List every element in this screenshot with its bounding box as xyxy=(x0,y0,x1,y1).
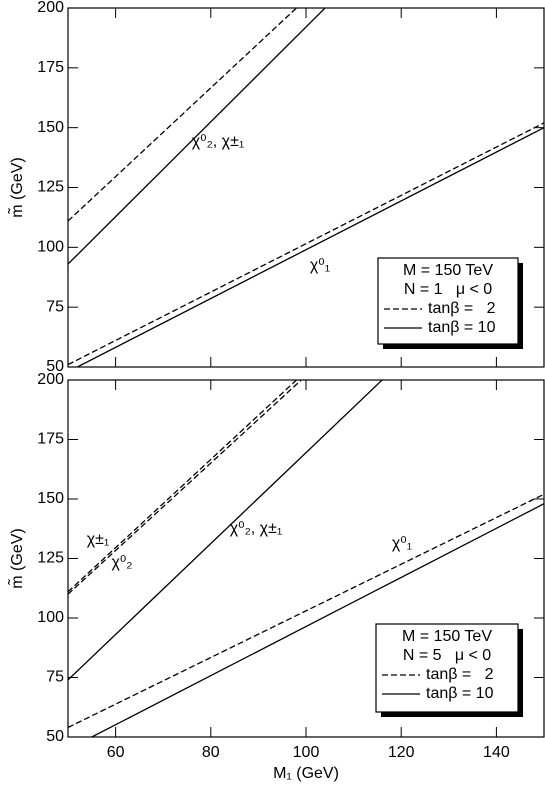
x-tick-label: 80 xyxy=(202,744,220,761)
annotation: χ⁰₁ xyxy=(310,257,330,274)
line-series xyxy=(68,8,544,367)
x-axis-label: M₁ (GeV) xyxy=(273,765,339,782)
x-tick-label: 100 xyxy=(293,744,320,761)
y-tick-label: 125 xyxy=(37,550,64,567)
legend-label: tanβ = 2 xyxy=(426,666,494,683)
y-tick-label: 50 xyxy=(46,358,64,375)
legend-title: N = 1 μ < 0 xyxy=(404,281,492,298)
line-series xyxy=(68,380,544,737)
legend-label: tanβ = 10 xyxy=(428,319,496,336)
legend-label: tanβ = 2 xyxy=(428,300,496,317)
y-tick-label: 100 xyxy=(37,239,64,256)
y-tick-label: 100 xyxy=(37,609,64,626)
y-tick-label: 150 xyxy=(37,119,64,136)
y-tick-label: 125 xyxy=(37,179,64,196)
y-axis-label: m̃ (GeV) xyxy=(7,157,27,217)
y-tick-label: 50 xyxy=(46,728,64,745)
y-tick-label: 200 xyxy=(37,371,64,388)
y-tick-label: 150 xyxy=(37,490,64,507)
plot-area xyxy=(68,380,544,737)
line-series xyxy=(68,380,544,729)
annotation: χ⁰₂, χ±₁ xyxy=(192,133,245,150)
x-tick-label: 140 xyxy=(483,744,510,761)
y-tick-label: 75 xyxy=(46,669,64,686)
legend-box xyxy=(375,623,519,713)
legend-title: M = 150 TeV xyxy=(403,262,493,279)
y-axis-label: m̃ (GeV) xyxy=(7,528,27,588)
x-tick-label: 60 xyxy=(107,744,125,761)
legend-label: tanβ = 10 xyxy=(426,685,494,702)
legend-title: N = 5 μ < 0 xyxy=(403,647,491,664)
legend-title: M = 150 TeV xyxy=(402,628,492,645)
line-series xyxy=(68,8,544,366)
annotation: χ±₁ xyxy=(87,531,110,548)
annotation: χ⁰₁ xyxy=(392,535,412,552)
legend-box xyxy=(377,257,519,345)
y-tick-label: 175 xyxy=(37,59,64,76)
y-tick-label: 75 xyxy=(46,298,64,315)
x-tick-label: 120 xyxy=(388,744,415,761)
y-tick-label: 175 xyxy=(37,431,64,448)
y-tick-label: 200 xyxy=(37,0,64,16)
annotation: χ⁰₂, χ±₁ xyxy=(230,520,283,537)
plot-area xyxy=(68,8,544,367)
annotation: χ⁰₂ xyxy=(111,554,132,571)
